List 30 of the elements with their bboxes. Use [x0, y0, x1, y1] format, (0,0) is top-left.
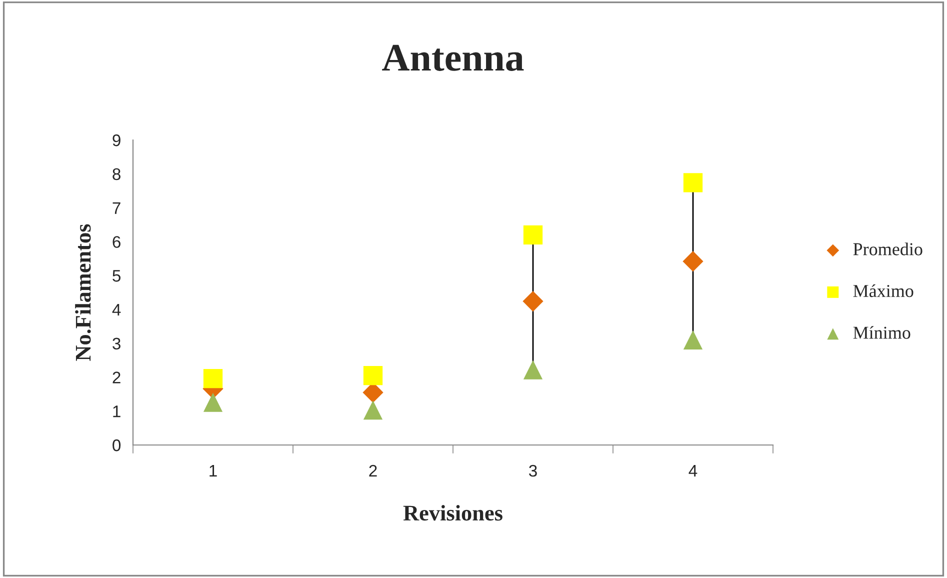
y-tick-label: 1 — [113, 406, 120, 418]
y-tick-label: 3 — [112, 338, 120, 350]
y-axis-title: No.Filamentos — [75, 224, 91, 361]
x-axis-title: Revisiones — [403, 504, 502, 521]
point — [682, 251, 704, 272]
point — [683, 173, 703, 192]
point — [363, 366, 383, 386]
point — [522, 291, 544, 312]
legend-label: Mínimo — [853, 326, 910, 339]
x-tick-label: 2 — [369, 464, 377, 477]
legend-label: Máximo — [853, 284, 914, 298]
y-tick-label: 9 — [112, 134, 120, 146]
point — [363, 400, 383, 420]
y-tick-label: 6 — [112, 236, 120, 248]
y-tick-label: 8 — [112, 168, 120, 180]
y-tick-label: 5 — [112, 270, 120, 282]
legend-label: Promedio — [853, 242, 922, 256]
y-tick-label: 2 — [112, 372, 120, 384]
x-tick-label: 1 — [210, 465, 217, 477]
y-tick-label: 4 — [112, 304, 121, 316]
point — [683, 330, 703, 350]
y-tick-label: 7 — [112, 202, 120, 214]
chart-title: Antenna — [382, 44, 524, 71]
point — [203, 392, 223, 412]
x-tick-label: 3 — [529, 464, 537, 477]
point — [203, 369, 223, 388]
point — [523, 225, 543, 244]
point — [523, 360, 543, 380]
y-tick-label: 0 — [112, 439, 121, 452]
x-tick-label: 4 — [688, 465, 698, 477]
